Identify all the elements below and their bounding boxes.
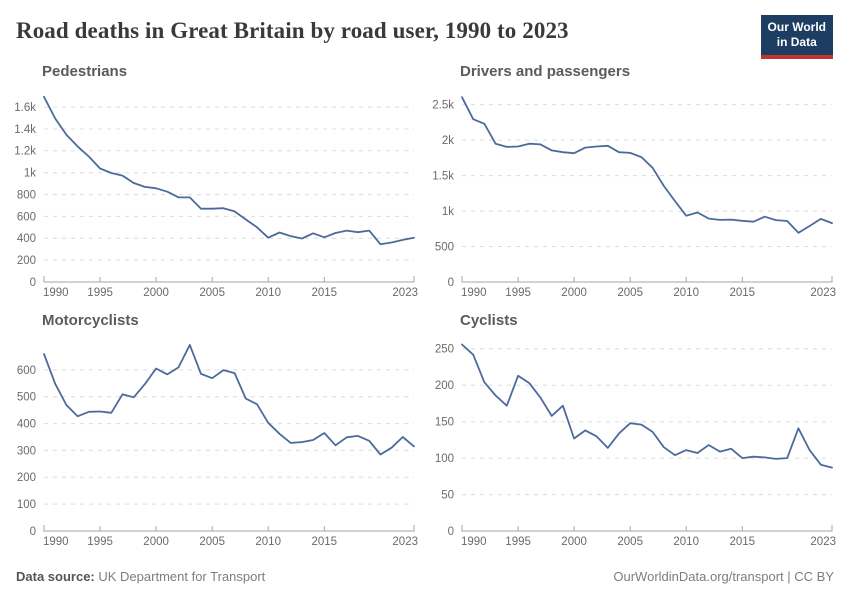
y-tick-label: 500	[17, 392, 36, 404]
y-tick-label: 0	[30, 277, 36, 289]
x-tick-label: 2015	[730, 287, 756, 299]
x-axis	[461, 276, 833, 283]
x-tick-label: 2023	[392, 287, 418, 299]
x-tick-label: 1990	[461, 536, 487, 548]
data-source-value: UK Department for Transport	[98, 569, 266, 584]
y-tick-label: 50	[441, 490, 454, 502]
chart-panel-drivers-and-passengers: Drivers and passengers 0 500 1k 1.5k 2k 2.5k 19…	[422, 62, 838, 300]
y-tick-label: 1.6k	[14, 102, 36, 114]
x-tick-label: 1990	[43, 287, 69, 299]
y-tick-label: 100	[435, 453, 454, 465]
x-tick-label: 2023	[392, 536, 418, 548]
y-tick-label: 100	[17, 499, 36, 511]
x-tick-label: 2015	[312, 287, 338, 299]
x-tick-label: 2010	[673, 287, 699, 299]
logo-line-2: in Data	[776, 35, 817, 50]
x-tick-label: 1995	[505, 536, 531, 548]
attribution: OurWorldinData.org/transport | CC BY	[613, 569, 834, 584]
y-tick-label: 400	[17, 419, 36, 431]
y-tick-label: 2k	[442, 135, 454, 147]
x-tick-label: 1995	[87, 287, 113, 299]
x-tick-label: 2005	[617, 536, 643, 548]
x-tick-label: 2015	[312, 536, 338, 548]
panel-title: Pedestrians	[42, 63, 128, 80]
y-tick-label: 200	[435, 380, 454, 392]
x-tick-label: 2000	[143, 287, 169, 299]
x-tick-label: 2023	[810, 536, 836, 548]
y-tick-label: 1k	[442, 206, 454, 218]
x-tick-label: 2005	[617, 287, 643, 299]
x-tick-label: 2015	[730, 536, 756, 548]
line-chart: 0 50 100 150 200 250 1990 1995 2000 2005 2010 2015 2…	[435, 343, 836, 548]
x-tick-label: 2010	[255, 287, 281, 299]
page-title: Road deaths in Great Britain by road use…	[16, 18, 569, 43]
line-chart: 0 100 200 300 400 500 600 1990 1995 2000 2005 2010 2…	[17, 343, 418, 548]
x-tick-label: 1990	[461, 287, 487, 299]
y-tick-label: 1.5k	[432, 171, 454, 183]
logo-line-1: Our World	[767, 20, 826, 34]
y-tick-label: 800	[17, 190, 36, 202]
x-tick-label: 2005	[199, 287, 225, 299]
y-tick-label: 0	[448, 277, 454, 289]
x-tick-label: 2000	[561, 536, 587, 548]
chart-footer: Data source: UK Department for Transport…	[16, 569, 834, 584]
y-tick-label: 200	[17, 472, 36, 484]
chart-panel-cyclists: Cyclists 0 50 100 150 200 250 1990 1995 2000 2005 2…	[422, 311, 838, 549]
x-axis	[43, 525, 415, 532]
x-tick-label: 2000	[143, 536, 169, 548]
panel-title: Cyclists	[460, 312, 518, 329]
y-tick-label: 0	[448, 526, 454, 538]
panel-title: Drivers and passengers	[460, 63, 631, 80]
y-tick-label: 2.5k	[432, 100, 454, 112]
x-tick-label: 2010	[255, 536, 281, 548]
y-tick-label: 600	[17, 365, 36, 377]
y-tick-label: 150	[435, 417, 454, 429]
line-series	[461, 343, 833, 469]
chart-panel-motorcyclists: Motorcyclists 0 100 200 300 400 500 600 1990 1995…	[4, 311, 420, 549]
x-tick-label: 1995	[505, 287, 531, 299]
y-tick-label: 600	[17, 211, 36, 223]
y-tick-label: 1k	[24, 168, 36, 180]
x-tick-label: 2005	[199, 536, 225, 548]
x-axis	[43, 276, 415, 283]
y-tick-label: 1.4k	[14, 124, 36, 136]
data-source: Data source: UK Department for Transport	[16, 569, 265, 584]
y-tick-label: 0	[30, 526, 36, 538]
x-tick-label: 1995	[87, 536, 113, 548]
x-tick-label: 2010	[673, 536, 699, 548]
y-tick-label: 250	[435, 344, 454, 356]
x-tick-label: 1990	[43, 536, 69, 548]
y-tick-label: 500	[435, 241, 454, 253]
owid-logo: Our World in Data	[760, 15, 833, 60]
line-chart: 0 500 1k 1.5k 2k 2.5k 1990 1995 2000 2005 2010 2015…	[432, 96, 836, 299]
x-axis	[461, 525, 833, 532]
line-chart: 0 200 400 600 800 1k 1.2k 1.4k 1.6k 1990 1995 2000 2…	[14, 95, 418, 299]
y-tick-label: 200	[17, 255, 36, 267]
y-tick-label: 400	[17, 233, 36, 245]
x-tick-label: 2023	[810, 287, 836, 299]
chart-panel-pedestrians: Pedestrians 0 200 400 600 800 1k 1.2k 1.4k 1.6k 19…	[4, 62, 420, 300]
data-source-label: Data source:	[16, 569, 95, 584]
x-tick-label: 2000	[561, 287, 587, 299]
y-tick-label: 300	[17, 445, 36, 457]
y-tick-label: 1.2k	[14, 146, 36, 158]
panel-title: Motorcyclists	[42, 312, 139, 329]
line-series	[43, 95, 415, 246]
line-series	[43, 343, 415, 456]
line-series	[461, 96, 833, 234]
